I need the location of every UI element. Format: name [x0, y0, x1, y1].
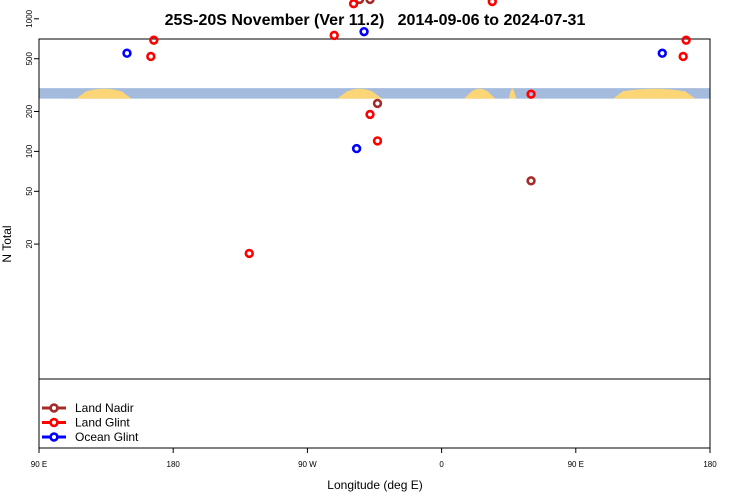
legend-marker-2 [49, 432, 59, 442]
series-ocean-glint [122, 26, 667, 154]
point-1-16 [348, 0, 359, 9]
point-1-24 [487, 0, 497, 7]
legend-label-2: Ocean Glint [75, 430, 139, 444]
x-axis-label: Longitude (deg E) [327, 478, 422, 492]
point-1-11 [149, 35, 159, 45]
y-tick-label-8: 50 [25, 186, 34, 195]
land-ocean-map-band [39, 88, 710, 99]
point-0-9 [354, 0, 365, 5]
x-tick-label-3: 0 [439, 460, 444, 469]
point-2-36 [359, 26, 369, 37]
point-1-13 [329, 30, 339, 41]
land-region-1 [337, 88, 382, 99]
legend-marker-0 [49, 403, 59, 413]
x-tick-label-1: 180 [167, 460, 181, 469]
point-1-38 [681, 35, 691, 45]
point-1-18 [365, 109, 375, 120]
y-tick-label-6: 200 [25, 104, 34, 118]
land-region-2 [463, 88, 496, 99]
point-1-19 [372, 136, 383, 146]
y-axis: 20000100005000200010005002001005020 [25, 9, 39, 249]
chart-title: 25S-20S November (Ver 11.2) 2014-09-06 t… [165, 12, 586, 29]
point-1-10 [146, 51, 156, 62]
legend-label-1: Land Glint [75, 416, 130, 430]
x-tick-label-4: 90 E [568, 460, 584, 469]
point-2-35 [351, 143, 362, 154]
legend-label-0: Land Nadir [75, 401, 134, 415]
point-0-11 [372, 98, 383, 109]
y-axis-label: N Total [0, 225, 14, 262]
point-2-6 [122, 48, 132, 58]
series-land-glint [146, 0, 691, 259]
point-1-27 [526, 89, 536, 99]
y-tick-label-9: 20 [25, 239, 34, 248]
plot-frame [38, 38, 711, 449]
data-points [122, 0, 691, 259]
point-0-19 [526, 176, 536, 186]
point-1-12 [244, 248, 254, 259]
point-2-66 [657, 48, 667, 58]
y-tick-label-7: 100 [25, 144, 34, 158]
x-tick-label-2: 90 W [298, 460, 317, 469]
land-region-0 [76, 88, 132, 99]
land-region-4 [613, 88, 696, 99]
x-tick-label-5: 180 [703, 460, 717, 469]
x-axis: 90 E 180 90 W 0 90 E 180 [31, 448, 717, 469]
point-0-10 [365, 0, 375, 5]
x-tick-label-0: 90 E [31, 460, 47, 469]
y-tick-label-4: 1000 [25, 9, 34, 27]
y-tick-label-5: 500 [25, 51, 34, 65]
series-land-nadir [354, 0, 536, 186]
point-1-37 [678, 51, 688, 62]
legend-marker-1 [49, 417, 59, 428]
land-region-3 [508, 88, 517, 99]
